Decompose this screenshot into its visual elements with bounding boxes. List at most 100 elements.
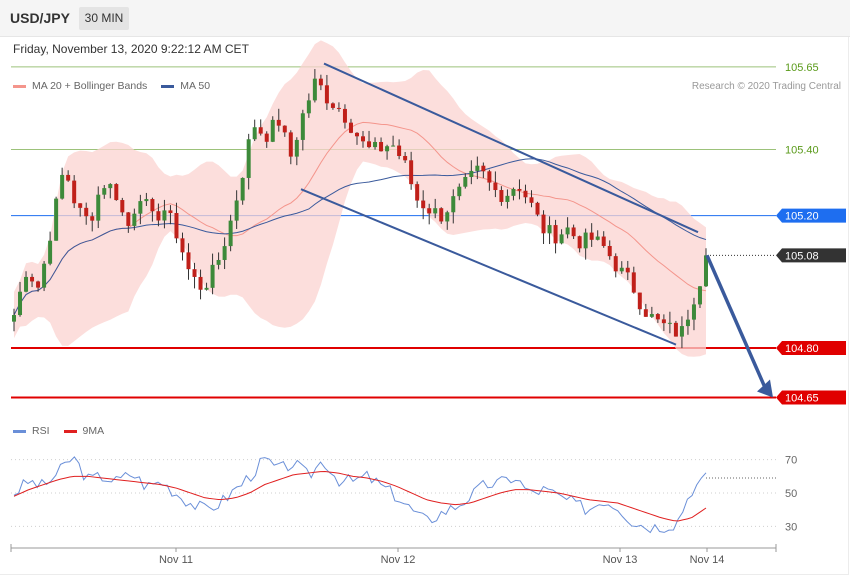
candle-body (397, 145, 402, 156)
candle-body (481, 165, 486, 172)
legend-swatch (13, 429, 26, 433)
candle-body (433, 208, 438, 214)
candle-body (505, 195, 510, 202)
candle-body (583, 232, 588, 249)
candle-body (655, 314, 660, 320)
candle-body (66, 174, 71, 181)
candle-body (162, 210, 167, 221)
candle-body (529, 197, 534, 203)
legend-swatch (63, 429, 77, 433)
candle-body (619, 267, 624, 272)
candle-body (264, 133, 269, 142)
candle-body (348, 122, 353, 133)
rsi-line (13, 456, 707, 534)
ma50-line (13, 158, 707, 316)
forecast-arrow-line (705, 254, 767, 389)
candle-body (511, 188, 516, 196)
candle-body (535, 202, 540, 215)
candle-body (607, 245, 612, 257)
legend-item-rsi: RSI (13, 425, 50, 437)
candle-body (114, 184, 119, 201)
candle-body (330, 103, 335, 108)
candle-body (391, 145, 396, 147)
candle-body (673, 322, 678, 337)
candle-body (469, 170, 474, 178)
candle-body (415, 184, 420, 201)
candle-body (517, 188, 522, 191)
channel-upper-line (323, 62, 699, 234)
channel-lower-line (300, 188, 677, 346)
legend-swatch (161, 84, 175, 88)
candles (12, 69, 708, 349)
candle-body (216, 259, 221, 265)
candle-body (186, 252, 191, 270)
legend-label: MA 50 (180, 80, 211, 92)
candle-body (403, 155, 408, 161)
candle-body (324, 85, 329, 104)
forecast-arrow-head (757, 379, 773, 398)
candle-body (306, 100, 311, 114)
candle-body (36, 281, 41, 288)
candle-body (685, 319, 690, 327)
candle-body (198, 276, 203, 290)
level-tag (776, 208, 846, 223)
candle-body (246, 139, 251, 178)
candle-body (132, 213, 137, 226)
candle-body (78, 203, 83, 208)
timeframe-button[interactable]: 30 MIN (79, 7, 129, 30)
candle-body (493, 182, 498, 191)
candle-body (679, 326, 684, 337)
candle-body (312, 78, 317, 101)
candle-body (234, 200, 239, 221)
legend-label: 9MA (82, 425, 105, 437)
candle-body (667, 322, 672, 324)
candle-body (300, 113, 305, 140)
candle-body (150, 199, 155, 212)
level-tag (776, 340, 846, 355)
candle-body (24, 276, 29, 292)
candle-body (126, 212, 131, 226)
level-tag (776, 390, 846, 405)
candle-body (547, 225, 552, 234)
level-label: 105.40 (785, 145, 819, 157)
candle-body (210, 264, 215, 288)
legend-label: MA 20 + Bollinger Bands (32, 80, 148, 92)
candle-body (282, 125, 287, 133)
legend-label: RSI (32, 425, 50, 437)
candle-body (553, 225, 558, 244)
candle-body (318, 78, 323, 86)
candle-body (342, 108, 347, 123)
candle-body (174, 213, 179, 239)
legend-item-ma20-bb: MA 20 + Bollinger Bands (13, 80, 147, 92)
candle-body (204, 287, 209, 290)
level-tag-label: 104.65 (785, 393, 819, 405)
candle-body (42, 263, 47, 288)
research-credit: Research © 2020 Trading Central (691, 81, 841, 92)
rsi-tick-label: 50 (785, 488, 797, 500)
x-tick-label: Nov 13 (603, 554, 638, 566)
candle-body (192, 269, 197, 277)
candle-body (258, 127, 263, 134)
candle-body (559, 234, 564, 244)
candle-body (661, 319, 666, 324)
candle-body (643, 309, 648, 317)
level-label: 105.65 (785, 62, 819, 74)
candle-body (463, 177, 468, 187)
candle-body (180, 238, 185, 253)
candle-body (613, 256, 618, 272)
candle-body (427, 208, 432, 214)
candle-body (577, 236, 582, 249)
candle-body (637, 292, 642, 310)
candle-body (48, 240, 53, 264)
candle-body (252, 127, 257, 140)
candle-body (30, 276, 35, 282)
candle-body (595, 236, 600, 240)
candle-body (72, 180, 77, 204)
level-tag-label: 104.80 (785, 343, 819, 355)
candle-body (276, 119, 281, 126)
main-legend: MA 20 + Bollinger Bands MA 50 (13, 80, 224, 92)
candle-body (222, 246, 227, 260)
candle-body (649, 314, 654, 317)
candle-body (625, 267, 630, 273)
